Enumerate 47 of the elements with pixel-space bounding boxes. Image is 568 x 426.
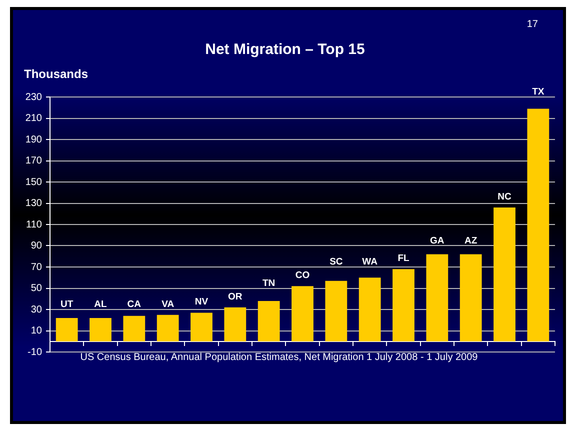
bar	[190, 312, 212, 342]
y-tick-label: 210	[25, 113, 42, 124]
bar	[460, 254, 482, 342]
x-tick-label: CO	[295, 270, 310, 282]
chart-title: Net Migration – Top 15	[204, 41, 366, 58]
bar	[426, 254, 448, 342]
bar	[224, 307, 246, 342]
bar	[156, 314, 179, 342]
y-tick-label: 170	[25, 156, 42, 166]
x-tick-label: SC	[330, 256, 343, 268]
x-tick-label: TN	[262, 278, 276, 289]
annotation: US Census Bureau, Annual Population Estimates, Net Migration 1 July 2008 - 1 July 2009	[80, 352, 478, 363]
bar	[392, 269, 414, 342]
bar	[90, 318, 112, 342]
bar	[527, 108, 550, 342]
y-tick-label: 230	[25, 92, 42, 103]
bar	[292, 286, 314, 342]
bar	[494, 208, 516, 342]
y-tick-label: 110	[26, 219, 42, 230]
text: 17	[526, 19, 538, 30]
x-tick-label: AZ	[464, 235, 478, 246]
x-tick-label: VA	[162, 298, 174, 310]
x-tick-label: WA	[362, 256, 378, 268]
bar	[325, 280, 348, 342]
x-tick-label: TX	[532, 86, 545, 98]
x-tick-label: AL	[94, 299, 108, 310]
x-tick-label: NC	[498, 192, 512, 202]
bar	[358, 278, 381, 342]
x-tick-label: OR	[228, 291, 242, 302]
y-tick-label: 90	[30, 240, 42, 252]
y-tick-label: 150	[25, 176, 42, 188]
bar	[56, 318, 78, 342]
x-tick-label: CA	[127, 299, 142, 310]
y-axis-title: Thousands	[24, 67, 88, 81]
x-tick-label: NV	[194, 296, 209, 308]
y-tick-label: 50	[30, 283, 42, 294]
y-tick-label: 30	[30, 304, 42, 316]
y-tick-label: 130	[25, 198, 42, 209]
y-tick-label: 10	[30, 326, 42, 336]
y-tick-label: -10	[28, 346, 42, 358]
bar	[123, 316, 146, 342]
bar	[258, 301, 280, 342]
x-tick-label: GA	[430, 235, 444, 246]
y-tick-label: 190	[25, 134, 42, 146]
y-tick-label: 70	[30, 262, 42, 273]
x-tick-label: FL	[398, 253, 410, 264]
x-tick-label: UT	[60, 299, 74, 310]
